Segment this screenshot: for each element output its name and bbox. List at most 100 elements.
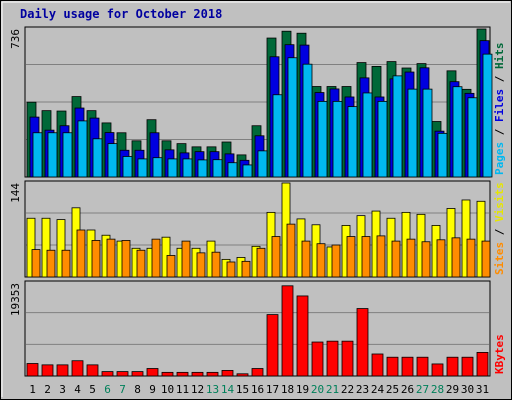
- bar-pages-day-3: [62, 132, 73, 178]
- bar-sites-day-15: [241, 260, 251, 278]
- bar-sites-day-28: [436, 239, 446, 278]
- x-tick-label-day-24: 24: [371, 383, 385, 396]
- x-tick-label-day-7: 7: [119, 383, 126, 396]
- x-tick-label-day-31: 31: [476, 383, 489, 396]
- panel-sites-visits: 144 Sites / Visits: [9, 180, 506, 278]
- x-tick-label-day-5: 5: [89, 383, 96, 396]
- x-tick-label-day-17: 17: [266, 383, 279, 396]
- bar-pages-day-23: [362, 92, 373, 178]
- legend-separator: /: [493, 122, 506, 142]
- x-tick-label-day-18: 18: [281, 383, 294, 396]
- bar-sites-day-8: [136, 249, 146, 278]
- bar-pages-day-17: [272, 94, 283, 178]
- legend-item-hits: Hits: [493, 43, 506, 70]
- bar-kbytes-day-29: [446, 356, 459, 377]
- bar-visits-day-30: [461, 199, 471, 278]
- bar-pages-day-2: [47, 132, 58, 178]
- x-tick-label-day-4: 4: [74, 383, 81, 396]
- bar-sites-day-4: [76, 229, 86, 278]
- bar-kbytes-day-9: [146, 368, 159, 377]
- x-tick-label-day-29: 29: [446, 383, 459, 396]
- bar-sites-day-31: [481, 240, 491, 278]
- chart-title: Daily usage for October 2018: [20, 7, 222, 21]
- bar-sites-day-22: [346, 236, 356, 278]
- bar-kbytes-day-21: [326, 340, 339, 377]
- x-tick-label-day-21: 21: [326, 383, 339, 396]
- bar-sites-day-6: [106, 238, 116, 278]
- legend-item-files: Files: [493, 89, 506, 122]
- bar-visits-day-3: [56, 219, 66, 278]
- bar-pages-day-15: [242, 164, 253, 178]
- bar-kbytes-day-3: [56, 364, 69, 377]
- bar-pages-day-20: [317, 100, 328, 178]
- x-tick-label-day-8: 8: [134, 383, 141, 396]
- bar-kbytes-day-5: [86, 364, 99, 377]
- x-tick-label-day-30: 30: [461, 383, 474, 396]
- bar-kbytes-day-1: [26, 363, 39, 377]
- bar-pages-day-13: [212, 159, 223, 178]
- bar-pages-day-4: [77, 120, 88, 178]
- bar-pages-day-21: [332, 100, 343, 178]
- x-tick-label-day-28: 28: [431, 383, 444, 396]
- bar-kbytes-day-11: [176, 371, 189, 377]
- x-tick-label-day-27: 27: [416, 383, 429, 396]
- legend-middle: Sites / Visits: [493, 182, 506, 275]
- bar-pages-day-9: [152, 157, 163, 178]
- bar-sites-day-2: [46, 249, 56, 278]
- bar-kbytes-day-10: [161, 371, 174, 377]
- bar-visits-day-31: [476, 200, 486, 278]
- bar-sites-day-1: [31, 249, 41, 278]
- bar-pages-day-22: [347, 106, 358, 178]
- bar-pages-day-10: [167, 158, 178, 178]
- bar-kbytes-day-22: [341, 340, 354, 377]
- bar-pages-day-26: [407, 88, 418, 178]
- legend-item-pages: Pages: [493, 142, 506, 175]
- bar-pages-day-5: [92, 138, 103, 178]
- bar-sites-day-29: [451, 237, 461, 278]
- bar-pages-day-29: [452, 86, 463, 178]
- bar-sites-day-19: [301, 240, 311, 278]
- bar-pages-day-11: [182, 158, 193, 178]
- bar-pages-day-14: [227, 162, 238, 178]
- x-tick-label-day-20: 20: [311, 383, 324, 396]
- x-tick-label-day-16: 16: [251, 383, 264, 396]
- bar-sites-day-21: [331, 244, 341, 278]
- x-tick-label-day-10: 10: [161, 383, 174, 396]
- y-tick-label-bottom: 19353: [9, 283, 22, 316]
- bar-sites-day-10: [166, 255, 176, 278]
- x-tick-label-day-13: 13: [206, 383, 219, 396]
- bar-sites-day-14: [226, 261, 236, 278]
- bar-pages-day-16: [257, 150, 268, 178]
- bar-kbytes-day-27: [416, 356, 429, 377]
- bar-sites-day-17: [271, 236, 281, 278]
- y-tick-label-top: 736: [9, 29, 22, 49]
- bar-sites-day-30: [466, 238, 476, 278]
- panel-pages-files-hits: 736 Pages / Files / Hits: [9, 26, 506, 178]
- x-tick-label-day-23: 23: [356, 383, 369, 396]
- bar-pages-day-1: [32, 132, 43, 178]
- bar-kbytes-day-13: [206, 371, 219, 377]
- x-tick-label-day-12: 12: [191, 383, 204, 396]
- bar-sites-day-7: [121, 240, 131, 278]
- bar-kbytes-day-12: [191, 371, 204, 377]
- x-tick-label-day-22: 22: [341, 383, 354, 396]
- bar-kbytes-day-31: [476, 352, 489, 377]
- x-tick-label-day-15: 15: [236, 383, 249, 396]
- x-tick-label-day-26: 26: [401, 383, 414, 396]
- bar-kbytes-day-4: [71, 360, 84, 377]
- bar-sites-day-12: [196, 252, 206, 278]
- bar-kbytes-day-25: [386, 356, 399, 377]
- bar-kbytes-day-23: [356, 308, 369, 377]
- bar-kbytes-day-28: [431, 363, 444, 377]
- bar-sites-day-16: [256, 247, 266, 278]
- bar-kbytes-day-24: [371, 353, 384, 377]
- bar-kbytes-day-30: [461, 356, 474, 377]
- bar-sites-day-18: [286, 223, 296, 278]
- x-tick-label-day-14: 14: [221, 383, 235, 396]
- bar-sites-day-9: [151, 238, 161, 278]
- legend-item-kbytes: KBytes: [493, 334, 506, 374]
- bar-pages-day-25: [392, 75, 403, 178]
- x-tick-label-day-25: 25: [386, 383, 399, 396]
- bar-kbytes-day-7: [116, 371, 129, 377]
